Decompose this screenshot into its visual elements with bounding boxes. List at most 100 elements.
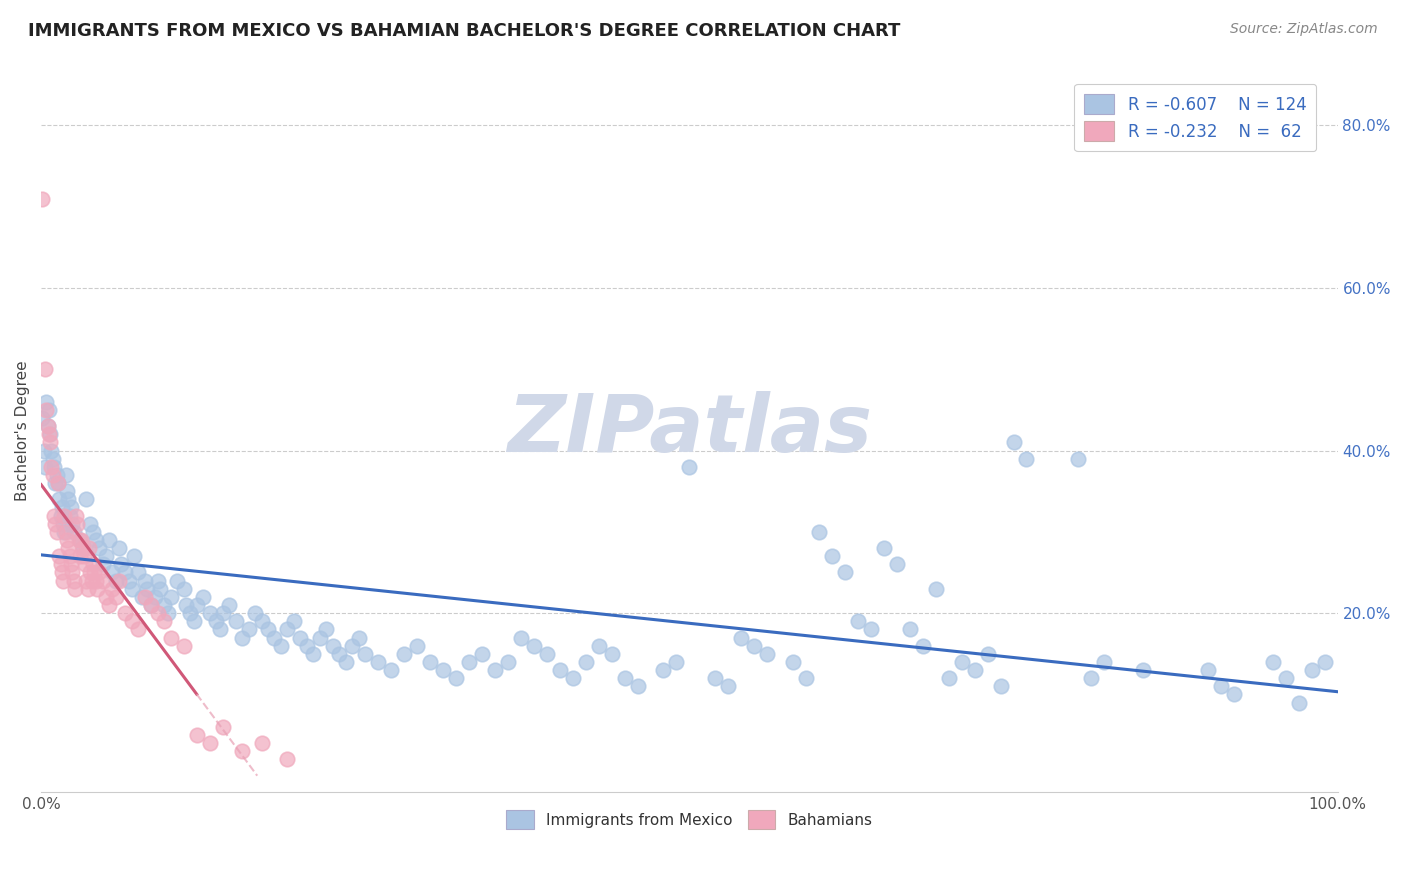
Point	[1313, 655, 1336, 669]
Point	[276, 623, 298, 637]
Point	[46, 476, 69, 491]
Point	[65, 508, 87, 523]
Point	[86, 582, 108, 596]
Point	[51, 566, 73, 580]
Point	[211, 606, 233, 620]
Point	[193, 590, 215, 604]
Point	[118, 574, 141, 588]
Point	[83, 566, 105, 580]
Point	[898, 623, 921, 637]
Point	[1002, 435, 1025, 450]
Point	[76, 574, 98, 588]
Point	[159, 590, 181, 604]
Point	[121, 614, 143, 628]
Point	[419, 655, 441, 669]
Point	[523, 639, 546, 653]
Point	[51, 500, 73, 515]
Point	[1092, 655, 1115, 669]
Point	[173, 582, 195, 596]
Point	[536, 647, 558, 661]
Point	[794, 671, 817, 685]
Point	[717, 679, 740, 693]
Point	[42, 451, 65, 466]
Point	[46, 476, 69, 491]
Point	[134, 590, 156, 604]
Point	[575, 655, 598, 669]
Point	[141, 598, 163, 612]
Point	[136, 582, 159, 596]
Point	[72, 541, 94, 555]
Point	[225, 614, 247, 628]
Point	[38, 427, 60, 442]
Point	[70, 533, 93, 547]
Point	[270, 639, 292, 653]
Point	[39, 427, 62, 442]
Point	[704, 671, 727, 685]
Point	[308, 631, 330, 645]
Point	[742, 639, 765, 653]
Point	[243, 606, 266, 620]
Point	[157, 606, 180, 620]
Point	[678, 459, 700, 474]
Point	[153, 614, 176, 628]
Point	[1015, 451, 1038, 466]
Point	[146, 606, 169, 620]
Point	[173, 639, 195, 653]
Point	[886, 558, 908, 572]
Point	[62, 524, 84, 539]
Point	[79, 516, 101, 531]
Point	[127, 566, 149, 580]
Point	[32, 443, 55, 458]
Point	[66, 516, 89, 531]
Point	[79, 566, 101, 580]
Point	[55, 524, 77, 539]
Point	[41, 459, 63, 474]
Point	[97, 598, 120, 612]
Point	[114, 566, 136, 580]
Point	[380, 663, 402, 677]
Point	[1080, 671, 1102, 685]
Point	[257, 623, 280, 637]
Point	[56, 533, 79, 547]
Point	[42, 508, 65, 523]
Point	[846, 614, 869, 628]
Point	[548, 663, 571, 677]
Point	[39, 435, 62, 450]
Point	[238, 623, 260, 637]
Point	[179, 606, 201, 620]
Point	[444, 671, 467, 685]
Point	[911, 639, 934, 653]
Point	[290, 631, 312, 645]
Point	[342, 639, 364, 653]
Point	[41, 443, 63, 458]
Point	[808, 524, 831, 539]
Point	[367, 655, 389, 669]
Point	[121, 582, 143, 596]
Point	[59, 508, 82, 523]
Point	[108, 574, 131, 588]
Point	[49, 508, 72, 523]
Point	[250, 736, 273, 750]
Point	[186, 728, 208, 742]
Point	[1197, 663, 1219, 677]
Point	[34, 362, 56, 376]
Point	[101, 566, 124, 580]
Point	[588, 639, 610, 653]
Point	[59, 500, 82, 515]
Point	[127, 623, 149, 637]
Point	[76, 492, 98, 507]
Point	[873, 541, 896, 555]
Point	[141, 598, 163, 612]
Point	[38, 403, 60, 417]
Point	[782, 655, 804, 669]
Point	[42, 467, 65, 482]
Point	[471, 647, 494, 661]
Point	[131, 590, 153, 604]
Point	[89, 566, 111, 580]
Point	[49, 558, 72, 572]
Point	[105, 574, 128, 588]
Point	[58, 541, 80, 555]
Point	[231, 744, 253, 758]
Point	[67, 533, 90, 547]
Point	[976, 647, 998, 661]
